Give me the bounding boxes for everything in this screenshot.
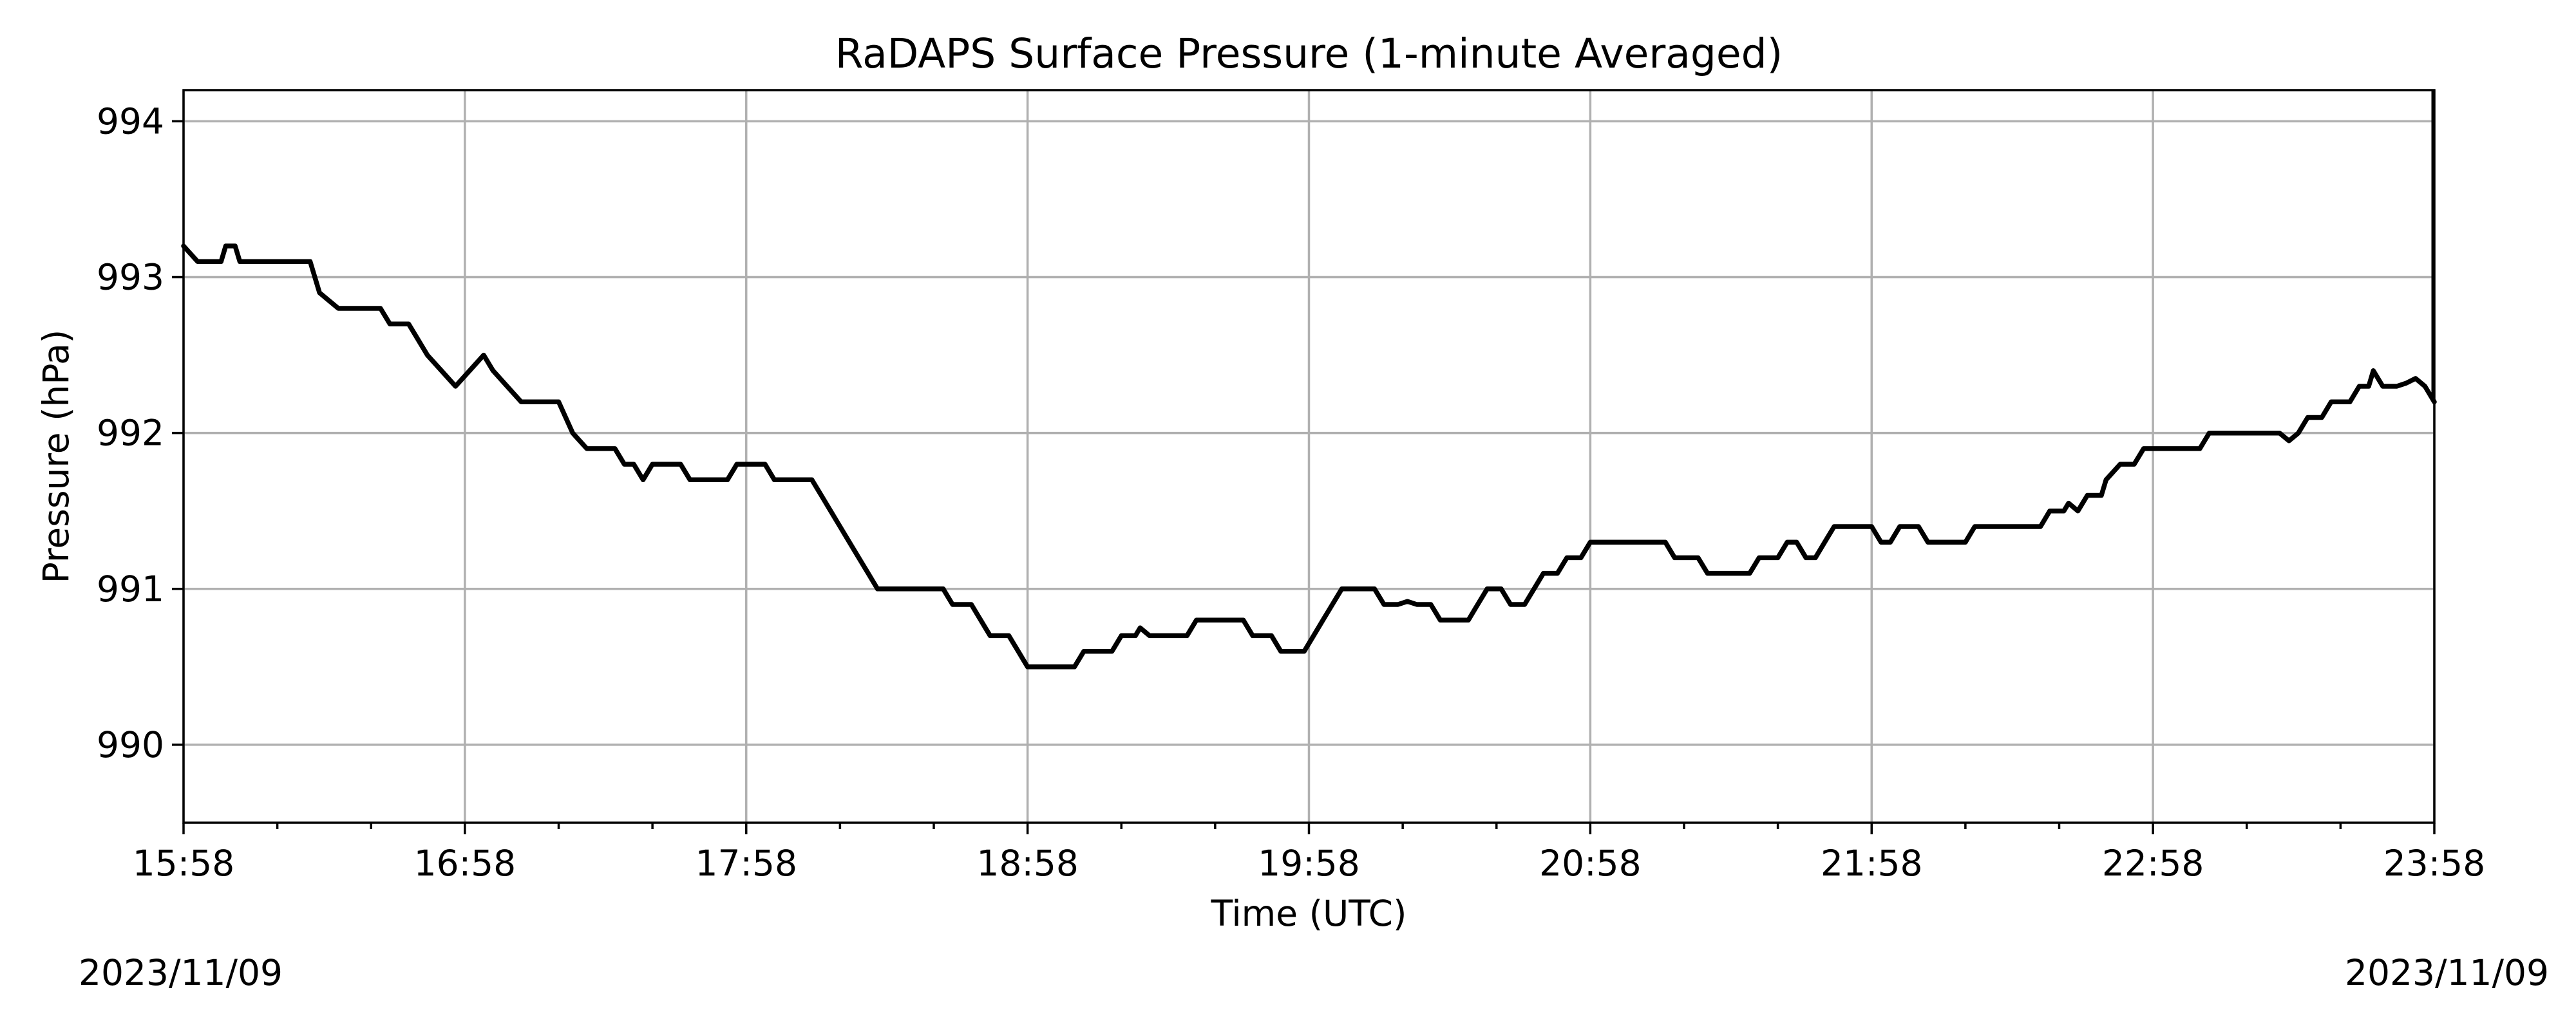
- x-tick-label: 17:58: [695, 843, 797, 884]
- x-tick-label: 22:58: [2102, 843, 2204, 884]
- chart-title: RaDAPS Surface Pressure (1-minute Averag…: [835, 30, 1783, 77]
- x-tick-label: 16:58: [414, 843, 516, 884]
- ticks: 15:58 16:58 17:58 18:58 19:58 20:58 21:58 22:58…: [97, 100, 2485, 884]
- x-tick-label: 21:58: [1821, 843, 1923, 884]
- pressure-series-line: [181, 243, 2437, 670]
- y-tick-label: 993: [97, 257, 164, 298]
- y-tick-label: 994: [97, 100, 164, 142]
- date-label-left: 2023/11/09: [79, 952, 283, 993]
- y-tick-label: 990: [97, 724, 164, 765]
- y-axis-label: Pressure (hPa): [35, 330, 77, 584]
- date-label-right: 2023/11/09: [2345, 952, 2549, 993]
- x-tick-label: 18:58: [976, 843, 1079, 884]
- x-tick-label: 15:58: [133, 843, 235, 884]
- x-tick-label: 23:58: [2383, 843, 2486, 884]
- y-tick-label: 991: [97, 568, 164, 610]
- x-tick-label: 19:58: [1258, 843, 1360, 884]
- x-axis-label: Time (UTC): [1210, 893, 1406, 934]
- series-layer: [181, 90, 2437, 670]
- x-tick-label: 20:58: [1539, 843, 1642, 884]
- y-tick-label: 992: [97, 413, 164, 454]
